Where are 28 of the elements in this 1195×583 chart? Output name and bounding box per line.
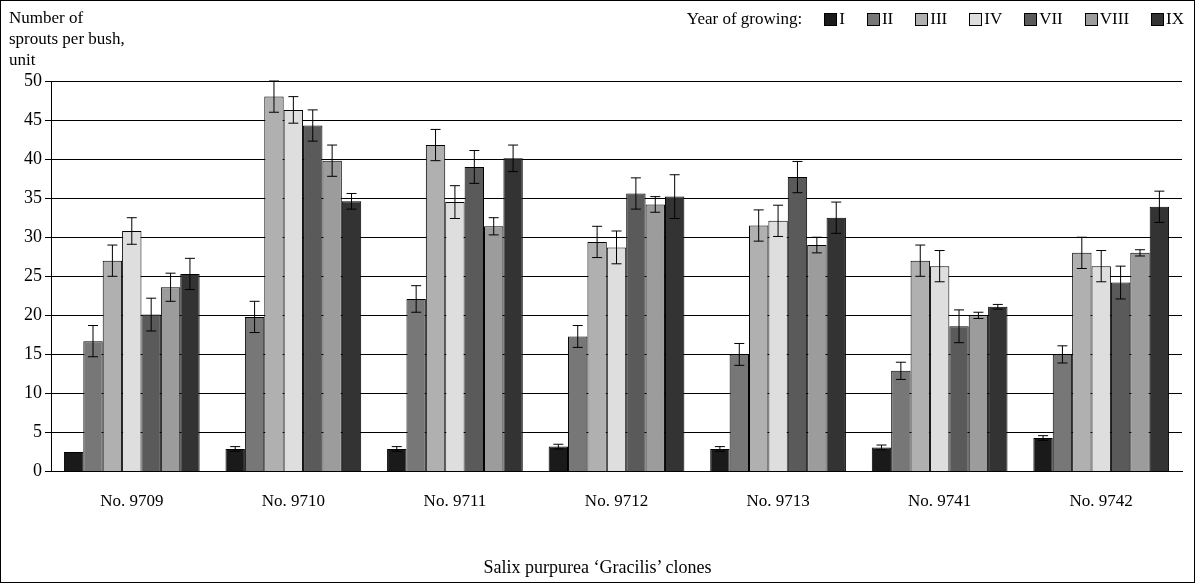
legend-title: Year of growing: bbox=[686, 9, 803, 29]
legend-label: IV bbox=[984, 9, 1003, 29]
legend-label: II bbox=[881, 9, 894, 29]
y-tick-label: 40 bbox=[24, 147, 42, 168]
legend-label: VII bbox=[1039, 9, 1063, 29]
x-tick-label: No. 9710 bbox=[261, 491, 325, 511]
y-tick-label: 15 bbox=[24, 343, 42, 364]
y-tick-label: 10 bbox=[24, 382, 42, 403]
y-tick-label: 0 bbox=[33, 460, 42, 481]
y-tick-label: 25 bbox=[24, 265, 42, 286]
x-tick-label: No. 9713 bbox=[746, 491, 810, 511]
y-tick-label: 45 bbox=[24, 108, 42, 129]
legend-label: III bbox=[930, 9, 948, 29]
legend-label: IX bbox=[1166, 9, 1184, 29]
x-axis-title: Salix purpurea ‘Gracilis’ clones bbox=[482, 557, 713, 578]
y-tick-label: 35 bbox=[24, 186, 42, 207]
x-tick-label: No. 9709 bbox=[100, 491, 164, 511]
y-tick-label: 50 bbox=[24, 69, 42, 90]
x-tick-label: No. 9711 bbox=[423, 491, 487, 511]
y-tick-label: 20 bbox=[24, 304, 42, 325]
x-tick-label: No. 9742 bbox=[1069, 491, 1133, 511]
legend-label: I bbox=[839, 9, 845, 29]
x-tick-label: No. 9741 bbox=[908, 491, 972, 511]
legend-label: VIII bbox=[1099, 9, 1130, 29]
y-tick-label: 30 bbox=[24, 225, 42, 246]
x-tick-label: No. 9712 bbox=[584, 491, 649, 511]
y-tick-label: 5 bbox=[33, 421, 42, 442]
y-axis-title: Number of sprouts per bush, unit bbox=[9, 7, 126, 70]
